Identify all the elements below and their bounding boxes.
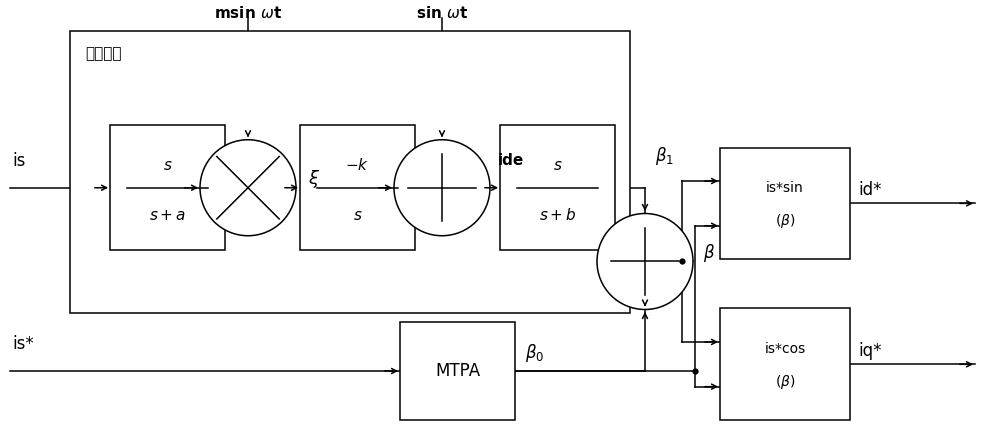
Text: MTPA: MTPA (435, 362, 480, 380)
Text: $\beta_1$: $\beta_1$ (655, 145, 674, 168)
Text: $\beta$: $\beta$ (703, 241, 715, 264)
Text: iq*: iq* (858, 342, 882, 360)
Text: is*: is* (12, 335, 34, 353)
Text: ide: ide (498, 153, 524, 169)
Text: $\beta_0$: $\beta_0$ (525, 342, 544, 364)
Text: $s$: $s$ (553, 158, 562, 173)
Text: 极值搜索: 极值搜索 (85, 46, 122, 61)
Bar (70, 31, 630, 313)
Bar (400, 322, 515, 420)
Bar (110, 125, 225, 250)
Ellipse shape (597, 214, 693, 309)
Bar (500, 125, 615, 250)
Text: $-k$: $-k$ (345, 157, 370, 173)
Text: is: is (12, 152, 25, 170)
Text: $s$: $s$ (163, 158, 172, 173)
Text: is*cos: is*cos (764, 342, 806, 356)
Text: is*sin: is*sin (766, 181, 804, 195)
Text: $s+a$: $s+a$ (149, 208, 186, 223)
Text: ($\beta$): ($\beta$) (775, 212, 795, 230)
Text: sin $\omega$t: sin $\omega$t (416, 5, 468, 21)
Text: $s+b$: $s+b$ (539, 207, 576, 223)
Text: ($\beta$): ($\beta$) (775, 373, 795, 391)
Bar (720, 308, 850, 420)
Bar (300, 125, 415, 250)
Text: $\xi$: $\xi$ (308, 168, 320, 190)
Text: $s$: $s$ (353, 208, 362, 223)
Ellipse shape (394, 140, 490, 236)
Ellipse shape (200, 140, 296, 236)
Text: id*: id* (858, 181, 882, 199)
Bar (720, 148, 850, 259)
Text: msin $\omega$t: msin $\omega$t (214, 5, 282, 21)
